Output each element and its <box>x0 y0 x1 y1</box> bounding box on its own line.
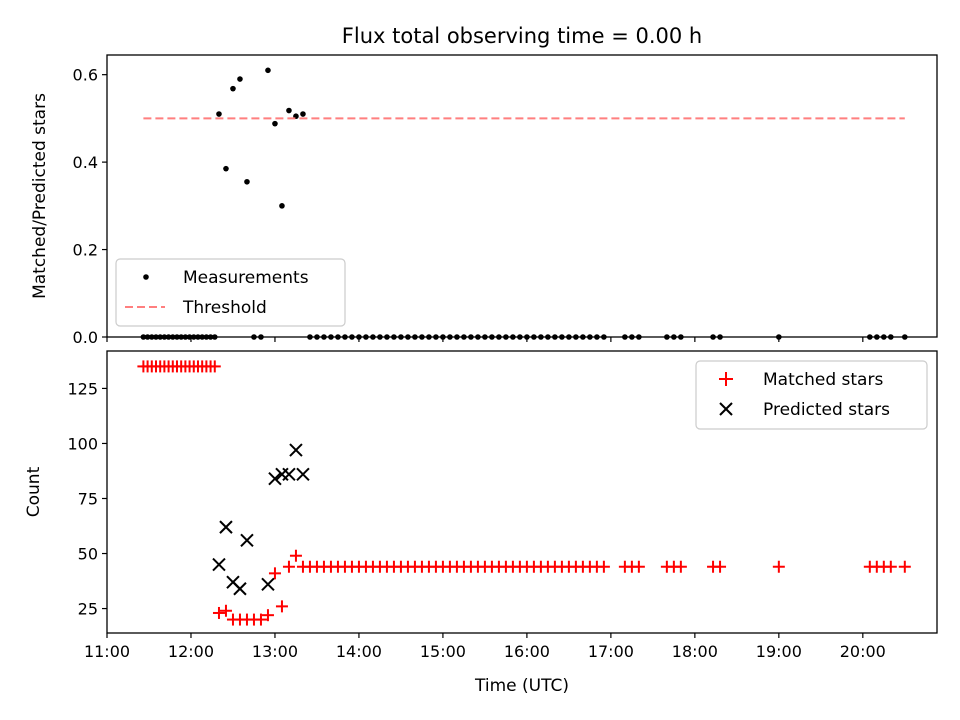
y-tick-label: 25 <box>78 600 98 619</box>
top-x-ticks <box>106 337 864 342</box>
measurements-series <box>140 67 908 340</box>
matched-stars-point <box>212 606 225 619</box>
matched-stars-point <box>714 560 727 573</box>
y-tick-label: 75 <box>78 489 98 508</box>
legend-matched-marker <box>719 372 733 386</box>
y-tick-label: 100 <box>67 434 98 453</box>
predicted-stars-point <box>268 471 282 486</box>
matched-stars-point <box>282 560 295 573</box>
bottom-axes-frame <box>106 350 938 634</box>
top-y-axis-label: Matched/Predicted stars <box>30 93 50 299</box>
x-tick-label: 19:00 <box>756 642 802 661</box>
predicted-stars-point <box>289 443 303 457</box>
matched-stars-point <box>208 360 221 373</box>
matched-stars-point <box>219 604 232 617</box>
predicted-stars-point <box>296 467 310 481</box>
matched-stars-point <box>597 560 610 573</box>
legend-predicted-label: Predicted stars <box>763 400 890 420</box>
measurements-point <box>286 107 292 114</box>
measurements-point <box>265 67 271 74</box>
top-axes: 0.0 0.2 0.4 0.6 Matched/Predicted stars Mea… <box>30 54 938 347</box>
top-plot-content <box>140 67 908 340</box>
top-axes-frame <box>106 54 938 338</box>
matched-stars-point <box>268 567 281 580</box>
predicted-stars-point <box>282 467 296 481</box>
bottom-plot-content <box>137 360 911 626</box>
x-tick-label: 17:00 <box>588 642 634 661</box>
matched-stars-point <box>772 560 785 573</box>
matched-stars-point <box>884 560 897 573</box>
x-tick-label: 12:00 <box>168 642 214 661</box>
y-tick-label: 0.4 <box>73 153 98 172</box>
top-y-ticks: 0.0 0.2 0.4 0.6 <box>73 66 107 347</box>
matched-stars-point <box>898 560 911 573</box>
matched-stars-point <box>632 560 645 573</box>
y-tick-label: 50 <box>78 545 98 564</box>
matched-stars-point <box>289 549 302 562</box>
measurements-point <box>272 120 278 127</box>
bottom-x-ticks: 11:00 12:00 13:00 14:00 15:00 16:00 17:00 18:00… <box>84 633 886 661</box>
measurements-point <box>279 203 285 209</box>
predicted-stars-series <box>212 443 310 596</box>
x-tick-label: 14:00 <box>336 642 382 661</box>
legend-predicted-marker <box>719 402 733 416</box>
predicted-stars-point <box>219 520 233 534</box>
x-axis-label: Time (UTC) <box>474 676 569 696</box>
x-tick-label: 16:00 <box>504 642 550 661</box>
measurements-point <box>223 165 229 172</box>
predicted-stars-point <box>240 533 254 548</box>
bottom-legend: Matched stars Predicted stars <box>695 360 928 430</box>
bottom-y-axis-label: Count <box>24 466 44 517</box>
matched-stars-point <box>674 560 687 573</box>
matched-stars-point <box>261 609 274 622</box>
top-legend: Measurements Threshold <box>115 258 346 327</box>
predicted-stars-point <box>233 582 247 596</box>
chart-title: Flux total observing time = 0.00 h <box>342 24 702 48</box>
legend-matched-label: Matched stars <box>763 370 883 390</box>
bottom-y-ticks: 25 50 75 100 125 <box>67 379 107 619</box>
bottom-axes: 25 50 75 100 125 11:00 12:00 13:00 14:00 15:00 16… <box>24 350 938 696</box>
measurements-point <box>244 178 250 185</box>
x-tick-label: 20:00 <box>840 642 886 661</box>
y-tick-label: 0.6 <box>73 66 98 85</box>
measurements-point <box>300 111 306 117</box>
matched-stars-series <box>137 360 911 626</box>
measurements-point <box>230 85 236 92</box>
legend-threshold-label: Threshold <box>182 298 267 318</box>
predicted-stars-point <box>261 577 275 592</box>
matched-stars-point <box>275 600 288 613</box>
x-tick-label: 13:00 <box>252 642 298 661</box>
x-tick-label: 18:00 <box>672 642 718 661</box>
x-tick-label: 11:00 <box>84 642 130 661</box>
matched-stars-point <box>254 613 267 626</box>
x-tick-label: 15:00 <box>420 642 466 661</box>
legend-measurements-label: Measurements <box>183 268 309 288</box>
measurements-point <box>216 111 222 117</box>
bottom-legend-box <box>695 360 928 430</box>
y-tick-label: 0.0 <box>73 328 98 347</box>
top-legend-box <box>115 258 346 327</box>
predicted-stars-point <box>212 557 226 572</box>
y-tick-label: 0.2 <box>73 241 98 260</box>
legend-measurements-marker <box>143 274 149 280</box>
y-tick-label: 125 <box>67 379 98 398</box>
measurements-point <box>237 76 243 82</box>
